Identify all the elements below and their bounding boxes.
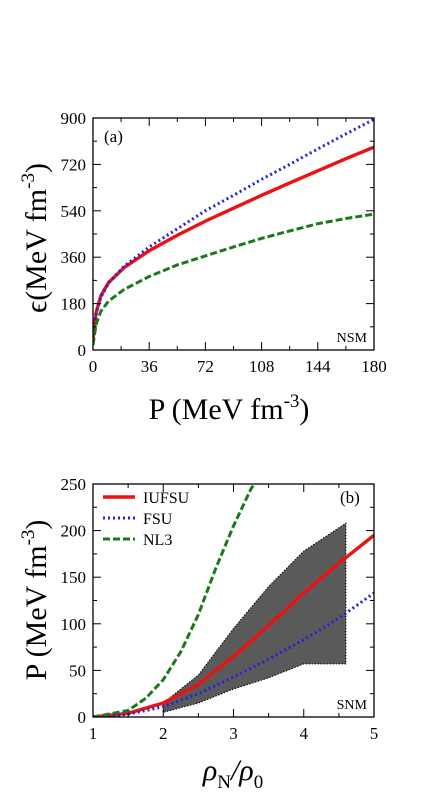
series-layer-b xyxy=(93,484,374,717)
x-tick-label: 1 xyxy=(89,724,98,743)
y-tick-label: 540 xyxy=(61,202,87,221)
y-axis-title-b: P (MeV fm-3) xyxy=(18,520,53,681)
x-tick-label: 108 xyxy=(249,357,275,376)
y-tick-label: 0 xyxy=(78,708,87,727)
x-tick-label: 0 xyxy=(89,357,98,376)
x-tick-label: 4 xyxy=(300,724,309,743)
panel-label-a: (a) xyxy=(104,127,123,146)
series-line-iufsu xyxy=(93,533,374,717)
x-tick-label: 3 xyxy=(229,724,238,743)
y-tick-label: 180 xyxy=(61,295,87,314)
corner-label-snm: SNM xyxy=(337,698,368,713)
uncertainty-band-layer xyxy=(162,522,347,713)
legend-label-iufsu: IUFSU xyxy=(143,490,190,507)
x-tick-label: 36 xyxy=(141,357,158,376)
x-axis-title-b: ρN/ρ0 xyxy=(202,754,263,793)
x-tick-label: 5 xyxy=(370,724,379,743)
uncertainty-band xyxy=(162,522,347,713)
y-tick-label: 360 xyxy=(61,248,87,267)
series-line-iufsu xyxy=(93,145,374,340)
plot-frame-a xyxy=(92,117,375,351)
y-tick-label: 900 xyxy=(61,109,87,128)
legend-label-nl3: NL3 xyxy=(143,532,172,549)
panel-label-b: (b) xyxy=(340,488,360,507)
corner-label-nsm: NSM xyxy=(337,331,368,346)
series-line-nl3 xyxy=(93,484,257,717)
y-tick-label: 200 xyxy=(61,522,87,541)
series-line-fsu xyxy=(93,118,374,340)
x-tick-label: 72 xyxy=(197,357,214,376)
x-tick-label: 180 xyxy=(361,357,387,376)
y-axis-title-a: ϵ(MeV fm-3) xyxy=(18,163,53,313)
legend: IUFSU FSU NL3 xyxy=(103,490,190,549)
legend-label-fsu: FSU xyxy=(143,511,173,528)
x-tick-label: 2 xyxy=(159,724,168,743)
chart-panel-a: 0 36 72 108 144 180 0 180 360 540 720 900 (a) NSM P… xyxy=(18,109,387,426)
x-axis-title-a: P (MeV fm-3) xyxy=(149,391,310,426)
y-tick-label: 720 xyxy=(61,155,87,174)
y-tick-label: 0 xyxy=(78,341,87,360)
x-tick-label: 144 xyxy=(305,357,331,376)
y-tick-label: 150 xyxy=(61,568,87,587)
ticks-a: 0 36 72 108 144 180 0 180 360 540 720 900 xyxy=(61,109,387,376)
series-layer-a xyxy=(93,118,374,346)
y-tick-label: 250 xyxy=(61,475,87,494)
y-tick-label: 100 xyxy=(61,615,87,634)
y-tick-label: 50 xyxy=(69,661,86,680)
series-line-nl3 xyxy=(93,212,374,346)
